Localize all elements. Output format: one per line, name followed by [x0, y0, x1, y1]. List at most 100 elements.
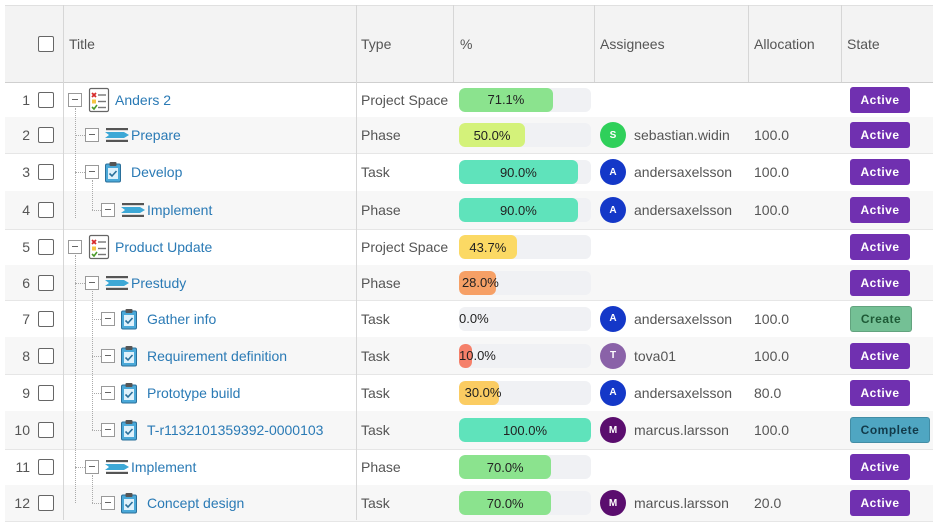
collapse-toggle[interactable]	[101, 411, 115, 449]
collapse-toggle[interactable]	[68, 229, 82, 265]
column-divider	[453, 5, 454, 82]
item-type: Project Space	[361, 91, 449, 108]
row-checkbox[interactable]	[38, 191, 54, 229]
row-checkbox[interactable]	[38, 449, 54, 485]
collapse-toggle[interactable]	[101, 300, 115, 337]
state-button[interactable]: Active	[850, 342, 910, 369]
avatar: A	[600, 197, 626, 223]
table-row[interactable]: 6 Prestudy Phase 28.0% Active	[5, 265, 933, 301]
progress-fill	[459, 160, 578, 184]
row-checkbox[interactable]	[38, 117, 54, 153]
row-checkbox[interactable]	[38, 300, 54, 337]
column-divider	[63, 5, 64, 520]
collapse-toggle[interactable]	[85, 117, 99, 153]
tree-connector	[92, 210, 101, 211]
phase-icon	[120, 191, 146, 229]
item-title-link[interactable]: Gather info	[147, 310, 217, 327]
state-button[interactable]: Active	[850, 269, 910, 296]
item-type: Project Space	[361, 239, 449, 255]
item-title-link[interactable]: Prestudy	[131, 274, 187, 291]
row-checkbox[interactable]	[38, 411, 54, 449]
progress-label: 100.0%	[502, 422, 548, 438]
collapse-toggle[interactable]	[101, 337, 115, 374]
header-title[interactable]: Title	[69, 36, 95, 52]
tree-connector	[75, 107, 76, 218]
state-button[interactable]: Active	[850, 379, 910, 406]
table-row[interactable]: 1 Anders 2 Project Space 71.1% Active	[5, 82, 933, 118]
row-checkbox[interactable]	[38, 337, 54, 374]
item-title-link[interactable]: Implement	[131, 459, 197, 475]
item-title-link[interactable]: Implement	[147, 202, 213, 218]
progress-bar: 70.0%	[459, 491, 591, 515]
select-all-checkbox[interactable]	[38, 6, 54, 82]
item-title-link[interactable]: Concept design	[147, 495, 245, 511]
state-button[interactable]: Active	[850, 490, 910, 516]
collapse-toggle[interactable]	[85, 449, 99, 485]
state-button[interactable]: Active	[850, 159, 910, 185]
header-allocation[interactable]: Allocation	[754, 36, 815, 52]
header-state[interactable]: State	[847, 36, 880, 52]
tree-connector	[92, 355, 101, 357]
state-button[interactable]: Active	[850, 234, 910, 260]
header-assignees[interactable]: Assignees	[600, 36, 665, 52]
item-title-link[interactable]: Prepare	[131, 127, 181, 143]
avatar: S	[600, 122, 626, 148]
item-type: Task	[361, 347, 390, 364]
row-checkbox[interactable]	[38, 485, 54, 521]
state-button[interactable]: Active	[850, 197, 910, 223]
item-type: Task	[361, 310, 390, 327]
collapse-toggle[interactable]	[85, 265, 99, 300]
task-icon	[120, 300, 138, 337]
state-button[interactable]: Complete	[850, 417, 930, 443]
progress-fill	[459, 235, 517, 259]
item-title-link[interactable]: Product Update	[115, 239, 213, 255]
avatar: A	[600, 159, 626, 185]
collapse-toggle[interactable]	[68, 82, 82, 117]
table-row[interactable]: 5 Product Update Project Space 43.7% Active	[5, 229, 933, 266]
header-percent[interactable]: %	[460, 36, 473, 52]
collapse-toggle[interactable]	[101, 485, 115, 521]
item-type: Phase	[361, 202, 401, 218]
item-title-link[interactable]: T-r1132101359392-0000103	[147, 422, 324, 438]
state-button[interactable]: Active	[850, 86, 910, 113]
row-checkbox[interactable]	[38, 153, 54, 191]
header-type[interactable]: Type	[361, 36, 392, 52]
item-title-link[interactable]: Anders 2	[115, 91, 172, 108]
table-row[interactable]: 11 Implement Phase 70.0% Active	[5, 449, 933, 486]
collapse-toggle[interactable]	[101, 374, 115, 411]
state-cell: Active	[850, 485, 910, 521]
collapse-toggle[interactable]	[101, 191, 115, 229]
state-button[interactable]: Active	[850, 454, 910, 480]
state-button[interactable]: Create	[850, 305, 912, 332]
progress-label: 90.0%	[499, 164, 537, 180]
item-title-link[interactable]: Requirement definition	[147, 347, 288, 364]
collapse-toggle[interactable]	[85, 153, 99, 191]
progress-label: 30.0%	[464, 385, 502, 400]
row-checkbox[interactable]	[38, 82, 54, 117]
row-number: 7	[22, 310, 30, 327]
state-button[interactable]: Active	[850, 122, 910, 148]
row-checkbox[interactable]	[38, 265, 54, 300]
row-checkbox[interactable]	[38, 374, 54, 411]
item-title-link[interactable]: Prototype build	[147, 384, 241, 401]
row-checkbox[interactable]	[38, 229, 54, 265]
item-type: Phase	[361, 459, 401, 475]
progress-bar: 71.1%	[459, 87, 591, 112]
item-title-link[interactable]: Develop	[131, 164, 183, 180]
